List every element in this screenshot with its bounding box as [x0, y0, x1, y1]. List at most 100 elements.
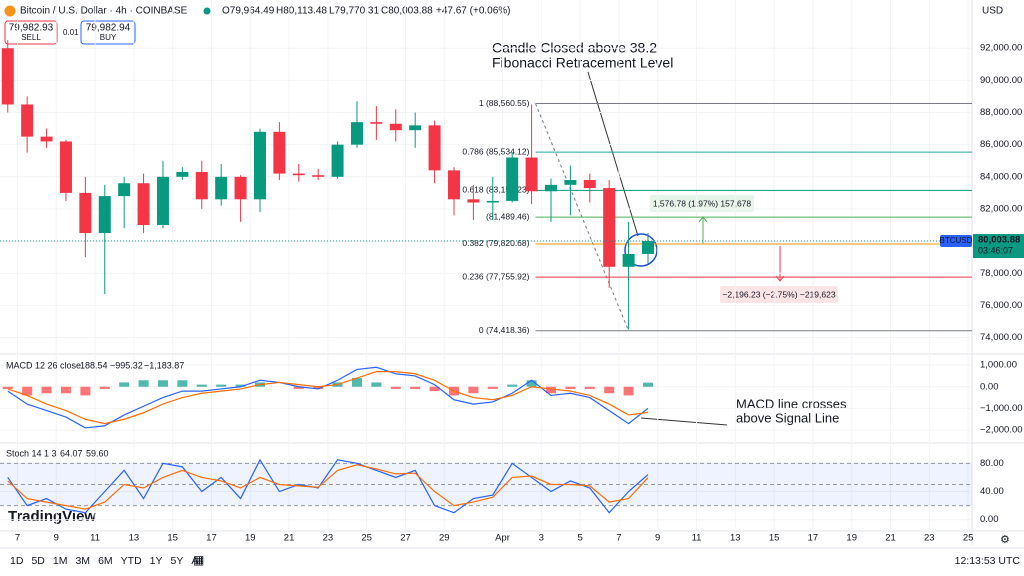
- macd-histogram-bar: [545, 386, 556, 394]
- range-button[interactable]: 5D: [31, 555, 45, 567]
- macd-histogram-bar: [313, 386, 324, 389]
- macd-histogram-bar: [468, 386, 479, 394]
- macd-histogram-bar: [80, 386, 91, 396]
- x-tick-label: 17: [808, 533, 819, 544]
- candle-body: [79, 192, 92, 234]
- macd-histogram-bar: [487, 386, 498, 389]
- buy-price[interactable]: 79,982.94: [86, 23, 131, 34]
- macd-histogram-bar: [623, 386, 634, 396]
- sell-label[interactable]: SELL: [21, 33, 41, 42]
- clock: 12:13:53 UTC: [955, 555, 1021, 567]
- symbol-tag: [940, 235, 972, 248]
- y-tick-label: 0.00: [980, 381, 999, 392]
- range-button[interactable]: 1Y: [150, 555, 163, 567]
- candle-body: [331, 144, 344, 177]
- ohlc-high: H80,113.48: [276, 6, 327, 17]
- candle-body: [273, 131, 286, 174]
- annotation-line: above Signal Line: [736, 410, 839, 425]
- x-tick-label: 17: [206, 533, 217, 544]
- candle-body: [1, 48, 14, 105]
- calendar-icon[interactable]: ▦: [193, 553, 204, 567]
- fib-label: 0 (74,418.36): [479, 325, 530, 335]
- x-tick-label: 7: [616, 533, 621, 544]
- range-button[interactable]: All: [191, 555, 203, 567]
- x-tick-label: 3: [539, 533, 544, 544]
- buy-button[interactable]: [80, 20, 136, 45]
- stoch-k-value: 64.07: [60, 448, 83, 458]
- candle-body: [583, 180, 596, 189]
- range-button[interactable]: YTD: [121, 555, 142, 567]
- candle-body: [253, 131, 266, 200]
- y-tick-label: 84,000.00: [980, 171, 1022, 182]
- settings-icon[interactable]: ⚙: [1000, 534, 1010, 546]
- measure-up: 1,576.78 (1.97%) 157,678: [653, 198, 752, 208]
- y-tick-label: 92,000.00: [980, 43, 1022, 54]
- x-tick-label: 15: [167, 533, 178, 544]
- annotation-line: Candle Closed above 38.2: [492, 40, 657, 56]
- range-button[interactable]: 6M: [98, 555, 113, 567]
- candle-body: [137, 183, 150, 226]
- buy-label[interactable]: BUY: [100, 33, 117, 42]
- range-button[interactable]: 3M: [75, 555, 90, 567]
- stoch-k-line: [7, 458, 649, 514]
- candle-body: [292, 173, 305, 176]
- x-tick-label: 11: [90, 533, 100, 544]
- macd-histogram-bar: [235, 384, 246, 387]
- y-tick-label: 82,000.00: [980, 203, 1022, 214]
- symbol-title: Bitcoin / U.S. Dollar · 4h · COINBASE: [20, 6, 188, 17]
- macd-histogram-bar: [351, 378, 362, 387]
- sell-price[interactable]: 79,982.93: [9, 23, 54, 34]
- candle-body: [118, 183, 131, 197]
- x-tick-label: 25: [361, 533, 372, 544]
- macd-histogram-bar: [390, 386, 401, 389]
- macd-histogram-bar: [138, 380, 149, 387]
- macd-hist-value: 188.54: [80, 360, 108, 370]
- candle-body: [525, 157, 538, 192]
- candle-body: [195, 171, 208, 200]
- y-tick-label: 78,000.00: [980, 268, 1022, 279]
- y-tick-label: 74,000.00: [980, 332, 1022, 343]
- symbol-tag-label: BTCUSD: [940, 236, 973, 245]
- sell-button[interactable]: [4, 20, 58, 45]
- macd-histogram-bar: [371, 382, 382, 387]
- measure-down: −2,196.23 (−2.75%) −219,623: [722, 289, 835, 299]
- macd-histogram-bar: [526, 380, 537, 387]
- candle-body: [409, 125, 422, 131]
- y-tick-label: 0.00: [980, 514, 999, 525]
- x-tick-label: 29: [439, 533, 450, 544]
- range-button[interactable]: 5Y: [171, 555, 184, 567]
- annotation-line: MACD line crosses: [736, 396, 847, 411]
- candle-body: [506, 157, 519, 201]
- candle-body: [156, 176, 169, 226]
- fib-label: 0.382 (79,820.68): [462, 238, 529, 248]
- range-button[interactable]: 1M: [53, 555, 68, 567]
- macd-histogram-bar: [643, 382, 653, 387]
- fib-label: 1 (88,560.55): [479, 98, 530, 108]
- range-button[interactable]: 1D: [10, 555, 24, 567]
- x-tick-label: 21: [885, 533, 896, 544]
- fib-label: 0.618 (83,158.23): [462, 185, 529, 195]
- candle-body: [467, 199, 480, 203]
- macd-histogram-bar: [410, 386, 421, 389]
- candle-body: [370, 122, 383, 124]
- candle-body: [486, 200, 499, 203]
- macd-histogram-bar: [604, 386, 615, 394]
- currency[interactable]: USD: [982, 6, 1003, 17]
- stoch-d-line: [7, 464, 649, 510]
- measure-box: [650, 195, 754, 212]
- candle-body: [622, 253, 635, 267]
- candle-body: [21, 104, 34, 137]
- signal-line: [7, 370, 649, 425]
- candle-body: [428, 125, 441, 171]
- candle-body: [98, 196, 111, 234]
- macd-histogram-bar: [565, 386, 576, 389]
- macd-histogram-bar: [119, 382, 130, 387]
- x-tick-label: Apr: [495, 533, 510, 544]
- annotation-pointer: [640, 417, 728, 426]
- ohlc-close: C80,003.88: [381, 6, 433, 17]
- stoch-d-value: 59.60: [86, 448, 109, 458]
- signal-value: −1,183.87: [144, 360, 184, 370]
- y-tick-label: 88,000.00: [980, 107, 1022, 118]
